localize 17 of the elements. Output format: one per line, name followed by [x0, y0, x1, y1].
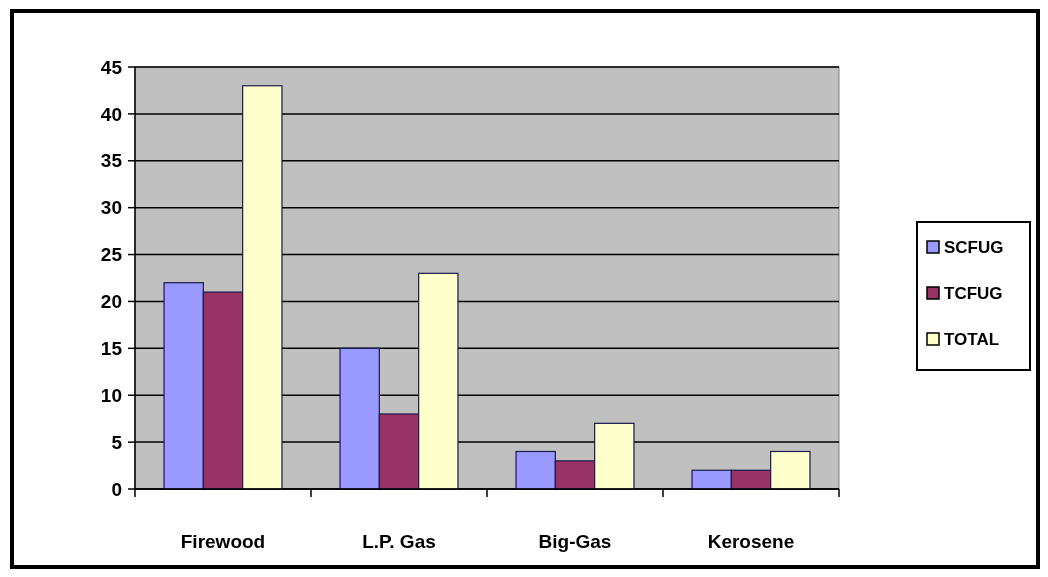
- y-tick-label: 45: [100, 56, 123, 78]
- x-tick-label: Kerosene: [707, 530, 795, 552]
- y-tick-label: 35: [100, 150, 123, 172]
- y-tick-label: 5: [111, 431, 123, 453]
- y-tick-label: 0: [111, 478, 122, 500]
- y-tick-label: 40: [100, 103, 122, 125]
- y-tick-label: 30: [100, 197, 122, 219]
- y-tick-label: 15: [100, 337, 123, 359]
- legend-label: SCFUG: [944, 237, 1004, 257]
- legend-label: TOTAL: [944, 329, 1000, 349]
- x-tick-label: Firewood: [180, 530, 266, 552]
- y-tick-label: 10: [100, 384, 122, 406]
- y-tick-label: 25: [100, 244, 123, 266]
- x-tick-label: Big-Gas: [538, 530, 612, 552]
- x-tick-label: L.P. Gas: [362, 530, 436, 552]
- y-tick-label: 20: [100, 291, 122, 313]
- legend-label: TCFUG: [944, 283, 1003, 303]
